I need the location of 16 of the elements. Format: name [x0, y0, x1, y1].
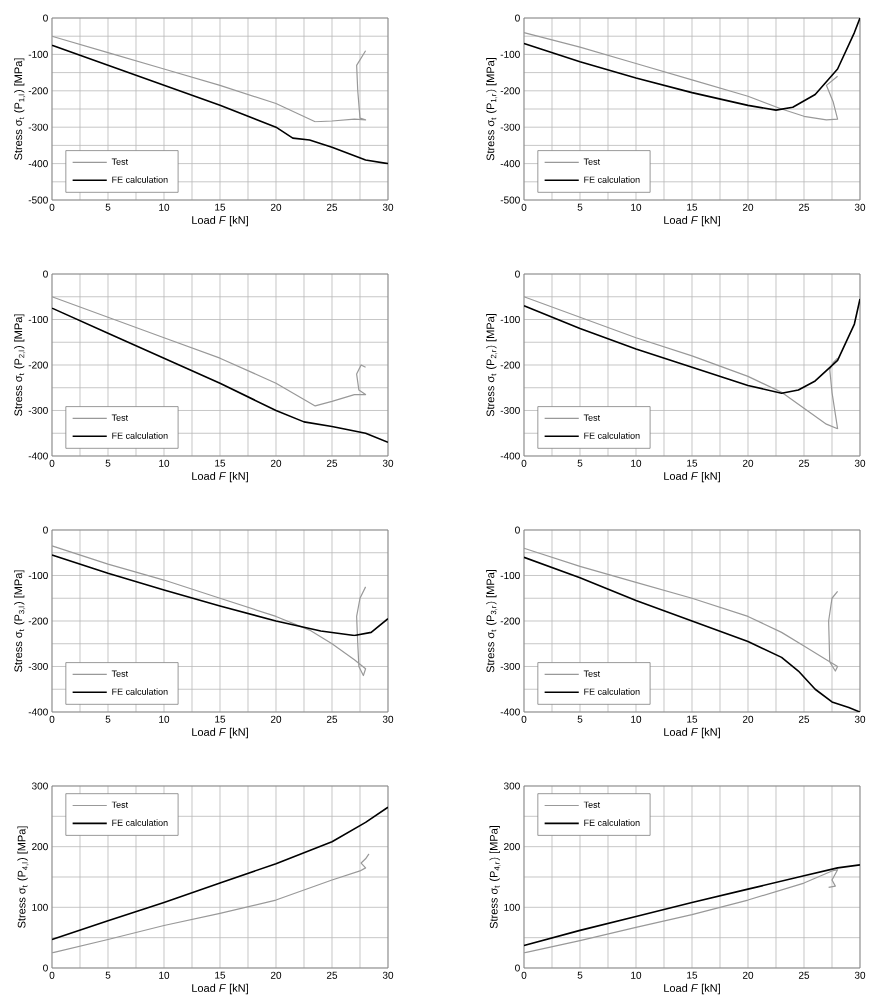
line-series [52, 853, 370, 954]
line-series [523, 556, 860, 712]
line-series [523, 298, 860, 395]
line-series [52, 44, 388, 165]
line-series [523, 296, 839, 430]
line-series [523, 869, 839, 954]
line-series [52, 545, 367, 677]
line-series [523, 547, 839, 672]
line-series [52, 554, 388, 637]
line-series [523, 864, 860, 947]
line-series [52, 35, 367, 123]
line-series [523, 31, 839, 121]
line-series [523, 18, 860, 111]
line-series [52, 806, 388, 941]
line-series [52, 307, 388, 444]
line-series [52, 296, 367, 407]
